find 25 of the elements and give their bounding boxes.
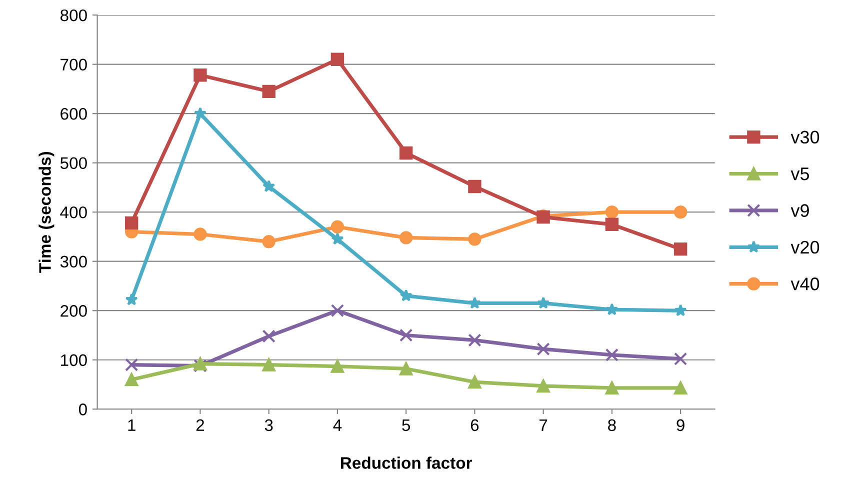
x-tick-label: 5	[402, 419, 410, 432]
y-axis-title: Time (seconds)	[38, 152, 54, 273]
y-tick-label: 800	[60, 9, 87, 22]
x-tick-label: 9	[676, 419, 684, 432]
legend-label: v5	[790, 168, 810, 180]
legend-label: v30	[790, 130, 820, 144]
x-tick-label: 6	[470, 419, 479, 432]
x-axis-title: Reduction factor	[340, 456, 472, 469]
y-tick-label: 200	[60, 305, 87, 317]
y-tick-label: 0	[78, 404, 87, 416]
x-tick-label: 1	[128, 419, 136, 431]
x-tick-label: 7	[540, 419, 548, 431]
y-tick-label: 500	[60, 157, 87, 170]
legend-label: v40	[790, 278, 820, 290]
legend-label: v20	[790, 240, 820, 254]
y-tick-label: 700	[60, 58, 87, 71]
x-tick-label: 3	[264, 419, 273, 432]
legend-label: v9	[790, 204, 809, 217]
y-tick-label: 600	[60, 108, 87, 120]
y-tick-label: 300	[60, 256, 87, 268]
x-tick-label: 4	[333, 419, 342, 431]
y-tick-label: 400	[60, 206, 87, 218]
x-tick-label: 8	[608, 419, 616, 432]
y-tick-label: 100	[61, 354, 87, 366]
x-tick-label: 2	[196, 419, 204, 431]
